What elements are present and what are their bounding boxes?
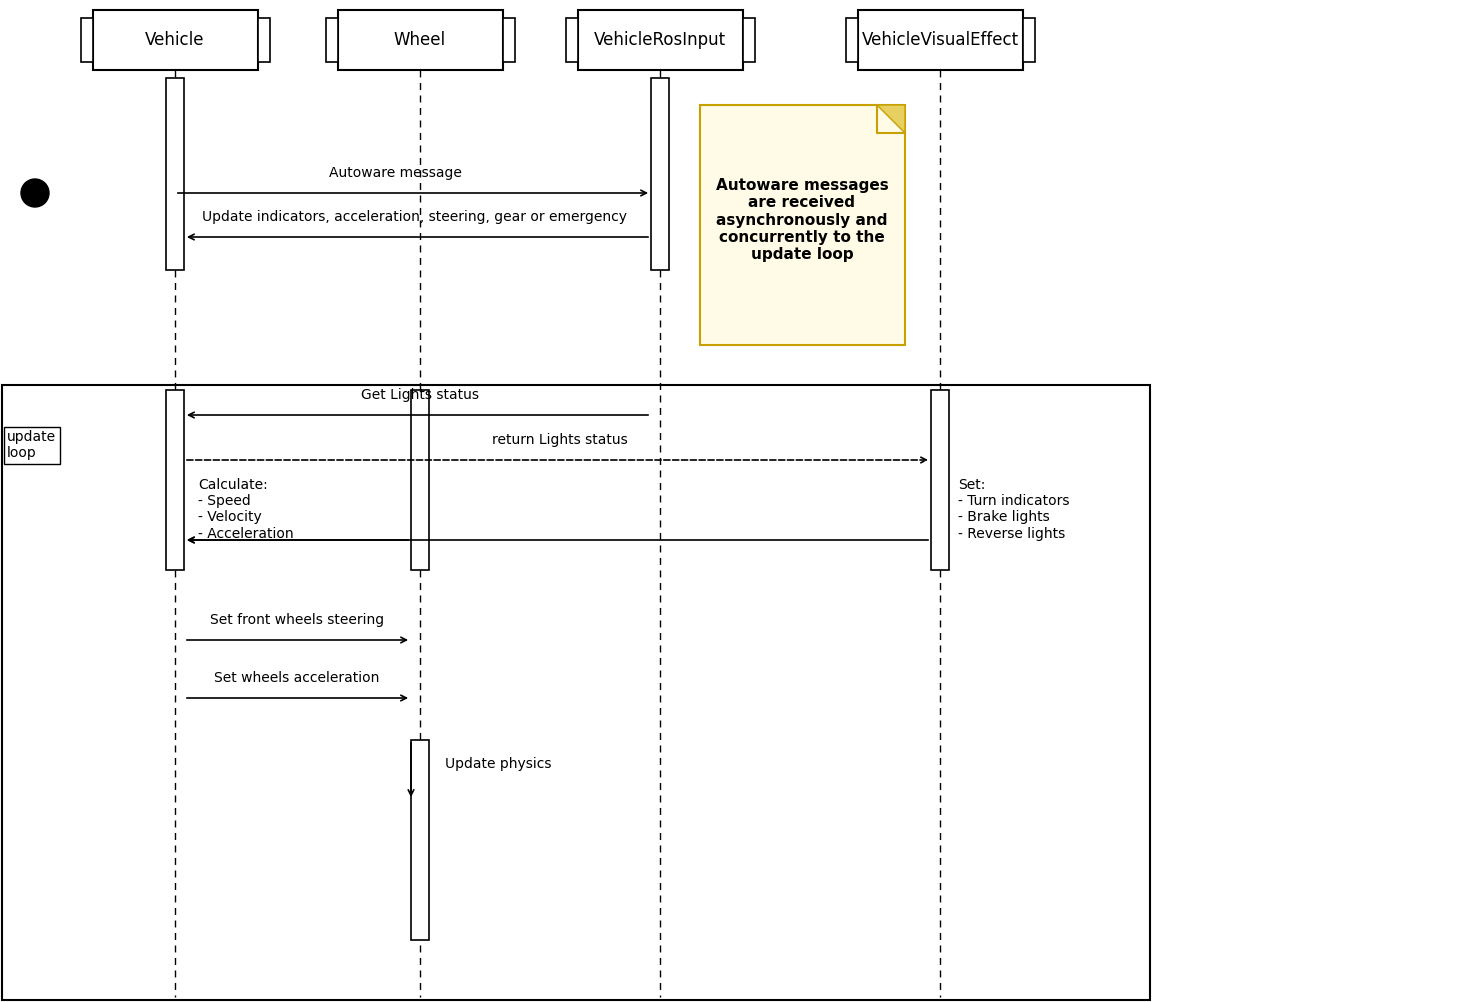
Text: Get Lights status: Get Lights status [362,388,479,402]
Text: update
loop: update loop [7,430,56,460]
Text: Vehicle: Vehicle [145,31,205,49]
Bar [1,385,1150,1000]
Bar [700,105,906,345]
Text: Set:
- Turn indicators
- Brake lights
- Reverse lights: Set: - Turn indicators - Brake lights - … [957,478,1070,541]
Text: Update indicators, acceleration, steering, gear or emergency: Update indicators, acceleration, steerin… [203,210,627,224]
Bar [338,10,502,70]
Text: Update physics: Update physics [445,757,551,771]
Text: return Lights status: return Lights status [492,433,628,447]
Bar [258,18,270,61]
Bar [858,10,1023,70]
Text: Autoware message: Autoware message [329,166,461,180]
Bar [846,18,858,61]
Text: VehicleVisualEffect: VehicleVisualEffect [861,31,1018,49]
Text: Set wheels acceleration: Set wheels acceleration [215,671,379,685]
Text: Calculate:
- Speed
- Velocity
- Acceleration: Calculate: - Speed - Velocity - Accelera… [199,478,293,541]
Text: Wheel: Wheel [394,31,446,49]
Bar [326,18,338,61]
Bar [411,390,428,570]
Text: Autoware messages
are received
asynchronously and
concurrently to the
update loo: Autoware messages are received asynchron… [716,177,888,263]
Bar [166,78,184,270]
Bar [578,10,742,70]
Bar [80,18,92,61]
Bar [1023,18,1034,61]
Bar [502,18,514,61]
Text: VehicleRosInput: VehicleRosInput [594,31,726,49]
Bar [742,18,754,61]
Bar [92,10,258,70]
Polygon shape [877,105,906,133]
Bar [411,740,428,940]
Bar [566,18,578,61]
Text: Set front wheels steering: Set front wheels steering [210,613,384,627]
Circle shape [21,179,49,207]
Bar [166,390,184,570]
Bar [651,78,668,270]
Bar [931,390,948,570]
